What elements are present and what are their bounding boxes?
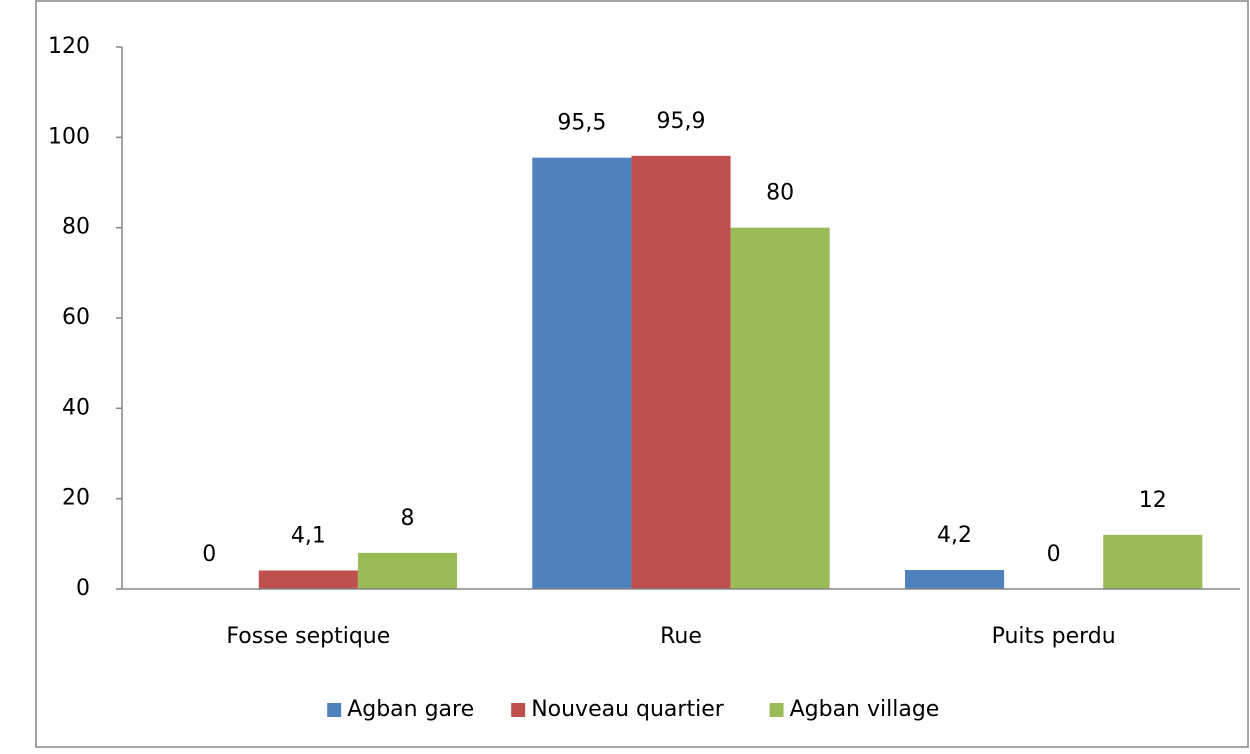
y-tick-label: 20 <box>62 486 90 511</box>
bar <box>904 570 1005 589</box>
legend-label: Agban gare <box>347 697 474 722</box>
legend-label: Nouveau quartier <box>531 697 725 722</box>
data-label: 8 <box>400 506 414 531</box>
legend-swatch <box>511 703 526 717</box>
data-label: 80 <box>766 181 794 206</box>
data-label: 0 <box>1047 542 1061 567</box>
x-tick-label: Fosse septique <box>226 624 390 649</box>
y-tick-label: 120 <box>48 34 90 59</box>
y-tick-label: 40 <box>62 395 90 420</box>
data-label: 95,5 <box>557 111 606 136</box>
data-label: 95,9 <box>657 109 706 134</box>
y-tick-label: 100 <box>48 124 90 149</box>
y-tick-label: 60 <box>62 305 90 330</box>
x-tick-label: Rue <box>660 624 702 649</box>
y-tick-label: 0 <box>76 576 90 601</box>
y-tick-label: 80 <box>62 215 90 240</box>
bar <box>730 227 830 589</box>
bar <box>357 552 458 589</box>
bar <box>532 157 632 590</box>
data-label: 4,1 <box>291 523 326 548</box>
data-label: 4,2 <box>937 523 972 548</box>
legend-swatch <box>327 703 342 717</box>
legend-label: Agban village <box>790 697 940 722</box>
data-label: 0 <box>202 542 216 567</box>
bar <box>258 570 358 589</box>
x-tick-label: Puits perdu <box>992 624 1116 649</box>
bar <box>1103 534 1203 589</box>
data-label: 12 <box>1139 488 1167 513</box>
bar <box>631 155 731 589</box>
legend-swatch <box>769 703 784 717</box>
